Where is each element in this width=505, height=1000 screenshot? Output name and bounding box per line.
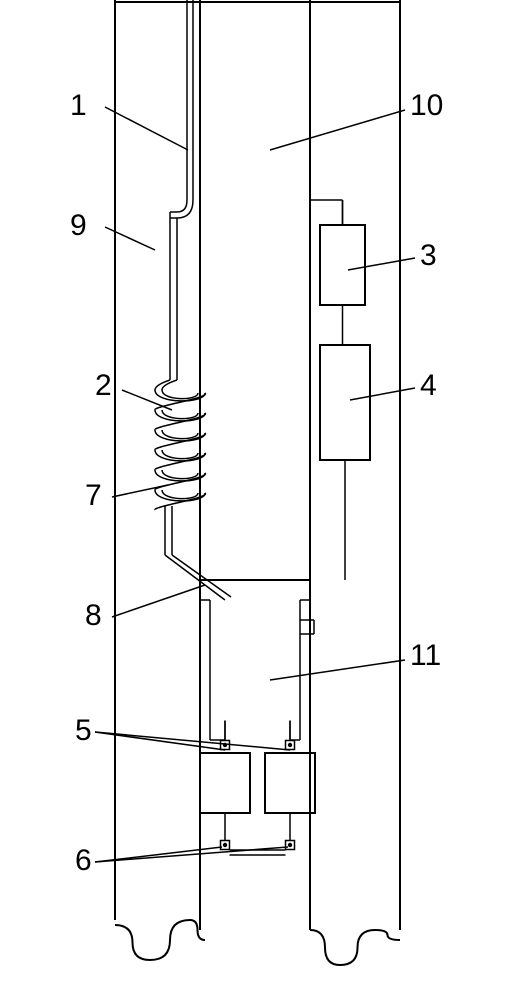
svg-text:4: 4 (420, 369, 437, 402)
svg-text:7: 7 (85, 479, 102, 512)
svg-text:1: 1 (70, 89, 87, 122)
svg-text:5: 5 (75, 714, 92, 747)
svg-text:8: 8 (85, 599, 102, 632)
svg-text:2: 2 (95, 369, 112, 402)
svg-text:10: 10 (410, 89, 443, 122)
svg-text:9: 9 (70, 209, 87, 242)
svg-text:11: 11 (410, 639, 441, 672)
svg-text:6: 6 (75, 844, 92, 877)
svg-text:3: 3 (420, 239, 437, 272)
